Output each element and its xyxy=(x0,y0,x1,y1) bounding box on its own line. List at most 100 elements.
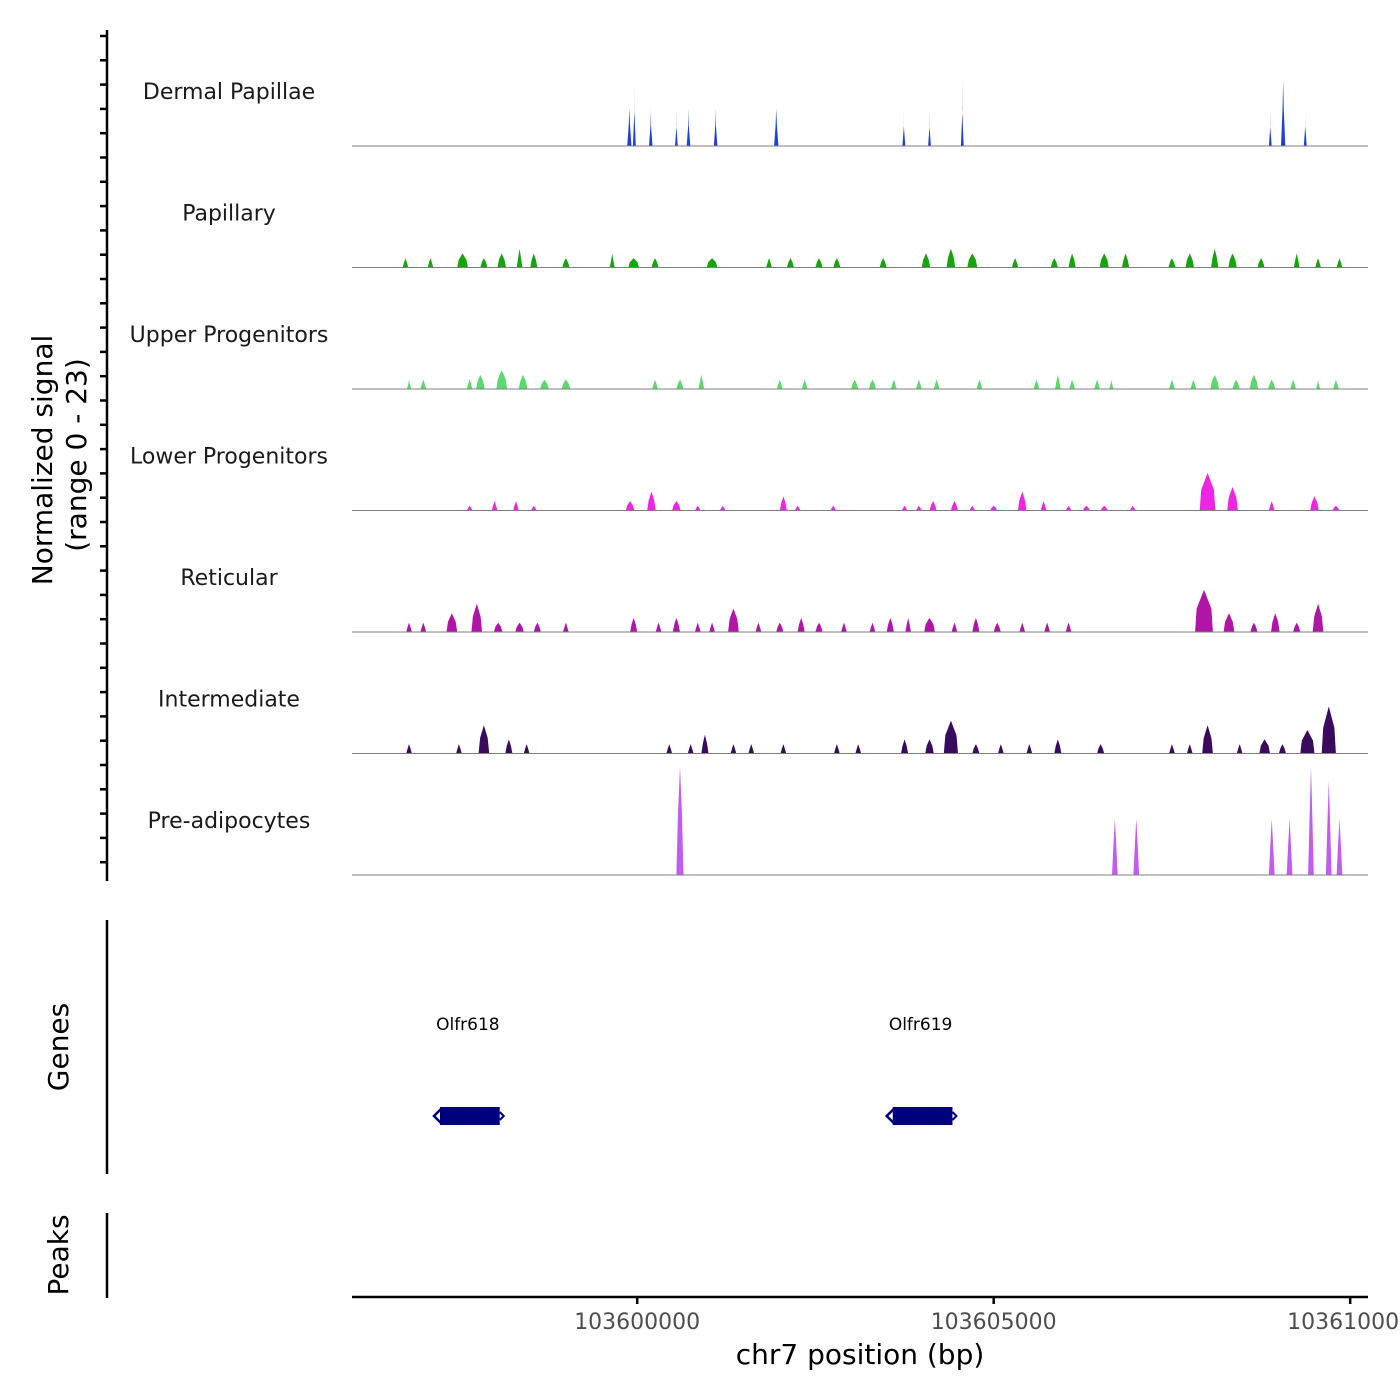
signal-peak xyxy=(457,253,468,268)
signal-peak xyxy=(797,617,805,632)
signal-peak xyxy=(706,258,718,268)
signal-peak xyxy=(748,744,755,754)
track-label: Papillary xyxy=(182,202,276,227)
signal-peak xyxy=(1310,496,1319,511)
signal-peak xyxy=(815,622,823,632)
track-papillary: Papillary xyxy=(182,202,1368,268)
signal-peak xyxy=(628,258,639,268)
signal-peak xyxy=(993,622,1001,632)
signal-peak xyxy=(505,739,513,754)
signal-peak xyxy=(1033,379,1040,389)
x-tick-label: 103605000 xyxy=(931,1310,1057,1335)
signal-peak xyxy=(1290,379,1296,389)
signal-peak xyxy=(830,505,837,511)
signal-peak xyxy=(1065,622,1072,632)
signal-peak xyxy=(1223,613,1235,632)
signal-peak xyxy=(1286,818,1293,875)
signal-peak xyxy=(1236,744,1243,754)
signal-peak xyxy=(976,379,983,389)
signal-peak xyxy=(1333,379,1339,389)
signal-peak xyxy=(476,374,485,389)
signal-peak xyxy=(466,505,473,511)
signal-peak xyxy=(891,379,897,389)
signal-peak xyxy=(1228,253,1237,268)
signal-peak xyxy=(972,744,980,754)
signal-peak xyxy=(406,379,412,389)
signal-peak xyxy=(471,603,483,632)
signal-peak xyxy=(516,248,523,268)
signal-peak xyxy=(478,725,490,754)
signal-peak xyxy=(1321,706,1336,754)
signal-peak xyxy=(1202,725,1213,754)
signal-peak xyxy=(1312,603,1324,632)
signal-peak xyxy=(869,622,876,632)
signal-peak xyxy=(1019,622,1026,632)
signal-peak xyxy=(780,744,787,754)
signal-peak xyxy=(967,253,978,268)
signal-peak xyxy=(420,379,427,389)
signal-peak xyxy=(675,108,678,146)
track-label: Dermal Papillae xyxy=(143,80,315,105)
track-intermediate: Intermediate xyxy=(158,688,1368,754)
signal-peak xyxy=(730,744,737,754)
peaks-axis-title: Peaks xyxy=(42,1214,75,1295)
signal-peak xyxy=(686,108,691,146)
signal-peak xyxy=(1249,374,1259,389)
signal-peak xyxy=(466,379,473,389)
track-label: Reticular xyxy=(180,566,278,591)
signal-peak xyxy=(563,622,569,632)
signal-peak xyxy=(625,501,635,511)
signal-peak xyxy=(786,258,794,268)
signal-peak xyxy=(533,622,541,632)
signal-peak xyxy=(1044,622,1050,632)
signal-peak xyxy=(1129,505,1136,511)
signal-peak xyxy=(713,108,718,146)
signal-peak xyxy=(815,258,823,268)
signal-peak xyxy=(925,739,934,754)
signal-peak xyxy=(1040,501,1047,511)
signal-peak xyxy=(1109,379,1114,389)
signal-peak xyxy=(921,253,931,268)
signal-peak xyxy=(1336,258,1343,268)
signal-peak xyxy=(491,501,498,511)
signal-peak xyxy=(1211,248,1219,268)
track-reticular: Reticular xyxy=(180,566,1368,633)
signal-peak xyxy=(1293,622,1301,632)
signal-peak xyxy=(402,258,409,268)
gene-body xyxy=(439,1107,500,1125)
signal-peak xyxy=(652,379,658,389)
signal-peak xyxy=(972,617,980,632)
signal-peak xyxy=(1097,744,1105,754)
signal-peak xyxy=(540,379,549,389)
signal-peak xyxy=(834,744,840,754)
gene-body xyxy=(892,1107,953,1125)
signal-peak xyxy=(1232,379,1240,389)
signal-peak xyxy=(928,108,931,146)
signal-peak xyxy=(480,258,488,268)
signal-peak xyxy=(406,744,412,754)
signal-peak xyxy=(1185,253,1194,268)
signal-peak xyxy=(518,374,528,389)
signal-peak xyxy=(515,622,524,632)
signal-peak xyxy=(1026,744,1033,754)
gene-olfr619: Olfr619 xyxy=(884,1015,958,1125)
signal-peak xyxy=(1017,491,1027,511)
signal-peak xyxy=(1133,818,1140,875)
gene-strand-arrow-left xyxy=(884,1108,895,1124)
signal-peak xyxy=(676,379,684,389)
track-label: Upper Progenitors xyxy=(130,323,329,348)
x-axis-title: chr7 position (bp) xyxy=(736,1338,985,1371)
signal-peak xyxy=(1300,730,1315,754)
signal-peak xyxy=(530,253,538,268)
signal-peak xyxy=(1316,379,1321,389)
signal-peak xyxy=(755,622,762,632)
signal-peak xyxy=(609,253,615,268)
signal-peak xyxy=(801,379,808,389)
signal-peak xyxy=(960,80,964,146)
track-label: Intermediate xyxy=(158,688,300,713)
signal-peak xyxy=(672,617,680,632)
signal-peak xyxy=(943,720,958,754)
signal-peak xyxy=(1308,767,1314,875)
signal-peak xyxy=(933,379,940,389)
